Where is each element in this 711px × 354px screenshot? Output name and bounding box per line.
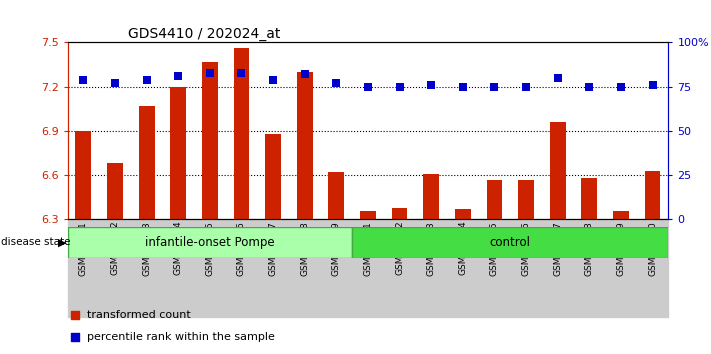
Bar	[423, 174, 439, 219]
Point	[428, 197, 439, 202]
Bar	[384, 219, 415, 317]
Bar	[645, 171, 661, 219]
Point	[457, 84, 469, 90]
Point	[173, 73, 184, 79]
Point	[204, 70, 215, 75]
Bar	[233, 48, 250, 219]
Point	[394, 84, 405, 90]
Bar	[574, 219, 605, 317]
Bar	[321, 219, 352, 317]
Bar	[392, 208, 407, 219]
Bar	[202, 62, 218, 219]
Bar	[415, 219, 447, 317]
Bar	[518, 179, 534, 219]
Point	[647, 82, 658, 88]
Text: disease state: disease state	[1, 238, 71, 247]
Text: GDS4410 / 202024_at: GDS4410 / 202024_at	[128, 28, 280, 41]
Bar	[75, 131, 91, 219]
Text: ▶: ▶	[58, 238, 67, 247]
Point	[428, 0, 439, 4]
Bar	[360, 211, 376, 219]
Text: transformed count: transformed count	[87, 310, 191, 320]
Point	[552, 75, 563, 81]
Bar	[352, 219, 384, 317]
Bar	[479, 219, 510, 317]
Text: infantile-onset Pompe: infantile-onset Pompe	[145, 236, 274, 249]
Bar	[486, 179, 503, 219]
Point	[236, 70, 247, 75]
Point	[267, 77, 279, 82]
Bar	[328, 172, 344, 219]
Bar	[257, 219, 289, 317]
Point	[425, 82, 437, 88]
Point	[488, 84, 500, 90]
Bar	[139, 106, 154, 219]
Point	[299, 72, 311, 77]
Bar	[582, 178, 597, 219]
Bar	[296, 72, 313, 219]
Point	[520, 84, 532, 90]
Bar	[194, 219, 225, 317]
Bar	[265, 134, 281, 219]
Point	[331, 80, 342, 86]
Bar	[550, 122, 565, 219]
Bar	[107, 164, 123, 219]
Bar	[510, 219, 542, 317]
Point	[615, 84, 626, 90]
Bar	[162, 219, 194, 317]
FancyBboxPatch shape	[68, 227, 352, 258]
Text: percentile rank within the sample: percentile rank within the sample	[87, 332, 274, 342]
Bar	[171, 87, 186, 219]
Text: control: control	[490, 236, 530, 249]
Point	[141, 77, 152, 82]
Point	[584, 84, 595, 90]
Bar	[605, 219, 637, 317]
FancyBboxPatch shape	[352, 227, 668, 258]
Point	[109, 80, 121, 86]
Bar	[613, 211, 629, 219]
Bar	[447, 219, 479, 317]
Point	[77, 77, 89, 82]
Bar	[131, 219, 162, 317]
Bar	[289, 219, 321, 317]
Bar	[455, 209, 471, 219]
Bar	[99, 219, 131, 317]
Point	[362, 84, 374, 90]
Bar	[637, 219, 668, 317]
Bar	[542, 219, 574, 317]
Bar	[68, 219, 99, 317]
Bar	[225, 219, 257, 317]
